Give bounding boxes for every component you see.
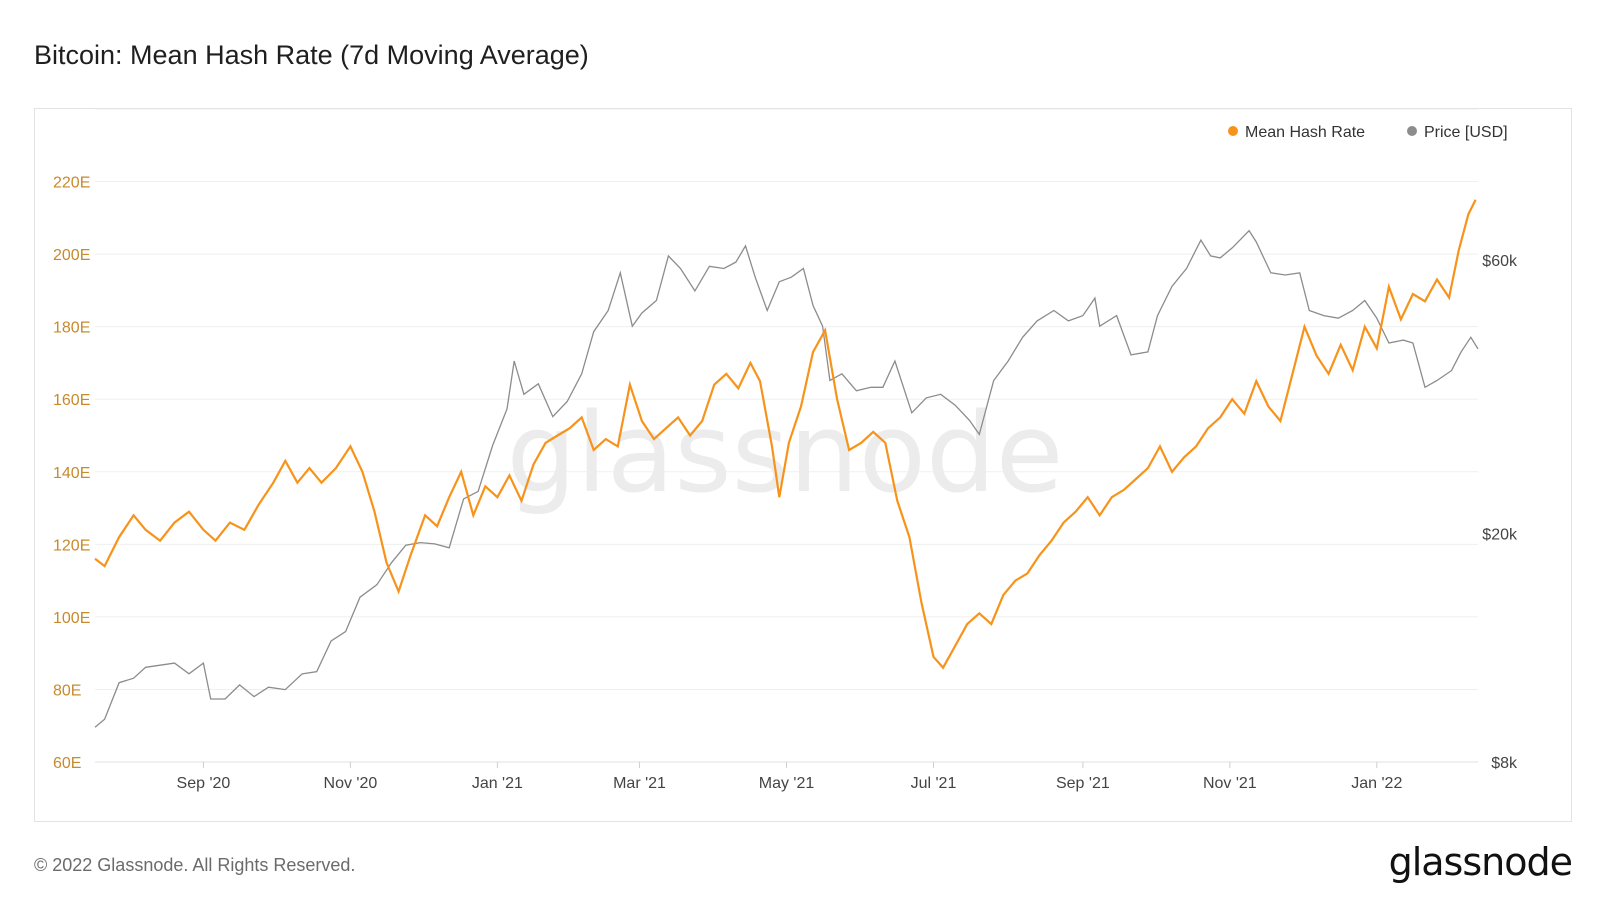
left-tick-label: 140E [53,465,90,482]
page-title: Bitcoin: Mean Hash Rate (7d Moving Avera… [34,40,589,70]
grid-lines [95,109,1478,763]
left-axis: 60E 80E 100E 120E 140E 160E 180E 200E 220E [53,175,90,772]
legend-dot-price [1407,126,1417,136]
x-tick-label: Nov '21 [1203,775,1257,792]
x-tick-label: Jan '21 [472,775,523,792]
left-tick-label: 160E [53,392,90,409]
x-tick-label: Jan '22 [1351,775,1402,792]
right-axis: $8k $20k $60k [1482,253,1518,772]
right-tick-label: $20k [1482,527,1518,544]
left-tick-label: 100E [53,610,90,627]
left-tick-label: 120E [53,537,90,554]
legend-label-hash-rate: Mean Hash Rate [1245,124,1365,141]
x-tick-label: Sep '21 [1056,775,1110,792]
chart-panel: glassnode 60E 80E 100E 120E 140E 160E 180E 200E… [34,108,1572,822]
legend-dot-hash-rate [1228,126,1238,136]
hash-rate-series-line [94,199,1477,670]
price-series-line [94,229,1479,728]
left-tick-label: 60E [53,755,81,772]
watermark: glassnode [507,389,1064,517]
x-tick-label: Sep '20 [177,775,231,792]
x-tick-label: May '21 [759,775,815,792]
left-tick-label: 200E [53,247,90,264]
chart: glassnode 60E 80E 100E 120E 140E 160E 180E 200E… [53,109,1518,792]
x-tick-label: Jul '21 [911,775,957,792]
legend-item-hash-rate[interactable]: Mean Hash Rate [1228,124,1365,141]
right-tick-label: $8k [1491,755,1518,772]
legend-label-price: Price [USD] [1424,124,1508,141]
legend[interactable]: Mean Hash Rate Price [USD] [1228,124,1508,141]
right-tick-label: $60k [1482,253,1518,270]
left-tick-label: 180E [53,320,90,337]
x-tick-label: Nov '20 [324,775,378,792]
copyright-footer: © 2022 Glassnode. All Rights Reserved. [34,855,356,875]
glassnode-logo[interactable]: glassnode [1388,840,1573,884]
legend-item-price[interactable]: Price [USD] [1407,124,1508,141]
x-tick-label: Mar '21 [613,775,666,792]
x-axis: Sep '20 Nov '20 Jan '21 Mar '21 May '21 Jul '… [95,761,1478,792]
left-tick-label: 220E [53,175,90,192]
left-tick-label: 80E [53,682,81,699]
